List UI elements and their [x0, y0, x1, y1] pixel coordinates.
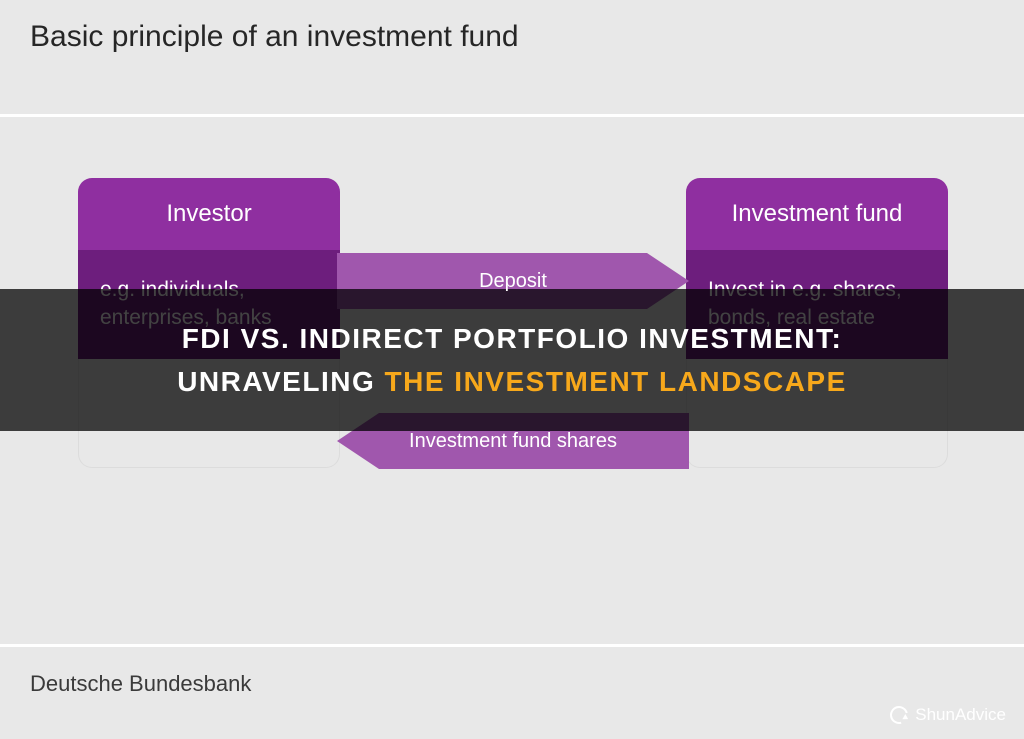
refresh-icon — [889, 705, 909, 725]
node-fund-title: Investment fund — [686, 178, 948, 250]
header-panel: Basic principle of an investment fund — [0, 0, 1024, 117]
watermark-text: ShunAdvice — [915, 705, 1006, 725]
overlay-text: FDI VS. INDIRECT PORTFOLIO INVESTMENT: U… — [90, 317, 934, 404]
node-investor-title: Investor — [78, 178, 340, 250]
edge-deposit-label: Deposit — [479, 270, 547, 293]
watermark: ShunAdvice — [889, 705, 1006, 725]
overlay-line-2: THE INVESTMENT LANDSCAPE — [385, 366, 847, 397]
page-title: Basic principle of an investment fund — [30, 20, 994, 54]
footer-source: Deutsche Bundesbank — [0, 647, 1024, 721]
overlay-banner: FDI VS. INDIRECT PORTFOLIO INVESTMENT: U… — [0, 289, 1024, 431]
edge-shares-label: Investment fund shares — [409, 430, 617, 453]
